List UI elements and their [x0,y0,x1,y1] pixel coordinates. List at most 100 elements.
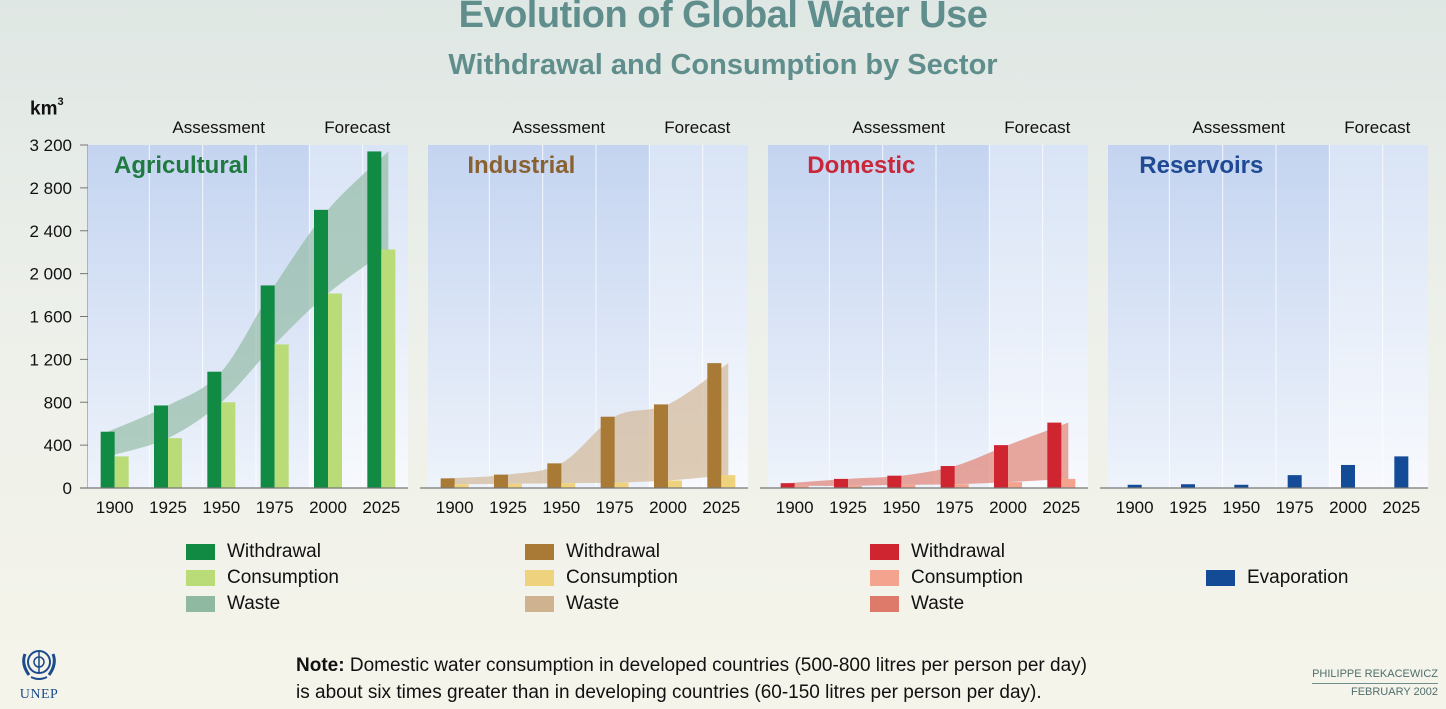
bar-withdrawal [994,445,1008,488]
x-tick-label: 1925 [489,498,527,517]
forecast-period-bg [1329,145,1428,488]
period-label-forecast: Forecast [664,118,730,137]
note-line-1: Domestic water consumption in developed … [349,655,1088,676]
y-tick-label: 400 [44,436,72,455]
period-label-forecast: Forecast [1344,118,1410,137]
x-tick-label: 1925 [1169,498,1207,517]
x-tick-label: 2025 [1042,498,1080,517]
y-tick-label: 1 600 [29,308,72,327]
x-tick-label: 1950 [542,498,580,517]
bar-withdrawal [260,285,275,488]
legend-swatch [525,596,554,612]
y-tick-label: 1 200 [29,350,72,369]
bar-evaporation [1287,475,1302,488]
legend-label: Waste [911,593,965,614]
y-tick-label: 0 [63,479,72,498]
bar-withdrawal [600,416,615,488]
period-label-forecast: Forecast [324,118,390,137]
bar-consumption [168,438,182,488]
legend-label: Evaporation [1247,567,1349,588]
credit-date: FEBRUARY 2002 [1350,686,1438,698]
bar-withdrawal [367,151,382,488]
legend-label: Waste [566,593,620,614]
bar-evaporation [1181,484,1195,488]
bar-consumption [721,475,736,488]
unep-logo-text: UNEP [19,687,59,702]
bar-withdrawal [207,371,222,488]
legend-label: Consumption [566,567,678,588]
credit: PHILIPPE REKACEWICZ FEBRUARY 2002 [1312,666,1438,700]
x-tick-label: 1975 [256,498,294,517]
legend-swatch [186,544,215,560]
bar-withdrawal [440,478,455,488]
x-tick-label: 2000 [989,498,1027,517]
x-tick-label: 1925 [149,498,187,517]
x-tick-label: 1950 [202,498,240,517]
x-tick-label: 2025 [702,498,740,517]
x-tick-label: 2025 [362,498,400,517]
bar-withdrawal [834,478,848,488]
bar-withdrawal [494,474,508,488]
y-tick-label: 800 [44,393,72,412]
bar-withdrawal [154,405,168,488]
period-label-assessment: Assessment [852,118,945,137]
credit-author: PHILIPPE REKACEWICZ [1312,666,1438,684]
page-subtitle: Withdrawal and Consumption by Sector [448,49,998,81]
x-tick-label: 1900 [1116,498,1154,517]
legend-swatch [525,570,554,586]
legend-label: Consumption [227,567,339,588]
period-label-assessment: Assessment [172,118,265,137]
bar-withdrawal [314,209,328,488]
legend-label: Consumption [911,567,1023,588]
bar-consumption [901,484,916,488]
bar-withdrawal [707,363,722,488]
legend-swatch [525,544,554,560]
x-tick-label: 2000 [309,498,347,517]
bar-evaporation [1234,484,1249,488]
bar-consumption [274,344,289,488]
legend-label: Withdrawal [911,541,1005,562]
x-tick-label: 1975 [1276,498,1314,517]
assessment-period-bg [1108,145,1330,488]
bar-consumption [848,485,862,488]
legend-swatch [870,544,899,560]
panel-title: Industrial [467,152,575,179]
period-label-assessment: Assessment [1192,118,1285,137]
bar-withdrawal [940,466,955,488]
x-tick-label: 2000 [649,498,687,517]
bar-evaporation [1341,464,1355,488]
legend-swatch [186,596,215,612]
bar-consumption [614,482,629,488]
legend-label: Withdrawal [227,541,321,562]
bar-consumption [454,484,469,488]
page-title: Evolution of Global Water Use [458,0,988,36]
assessment-period-bg [768,145,990,488]
bar-consumption [381,249,396,488]
bar-consumption [328,293,342,488]
x-tick-label: 1900 [96,498,134,517]
x-tick-label: 1900 [436,498,474,517]
water-use-chart: 0 400 800 1 200 1 600 2 000 2 400 2 800 3 200 Ass… [29,118,1428,517]
legend-swatch [1206,570,1235,586]
y-tick-label: 3 200 [29,136,72,155]
bar-withdrawal [100,431,115,488]
note-label: Note: [296,655,345,676]
y-unit-label: km3 [30,96,64,120]
unep-logo: UNEP [14,644,64,703]
bar-consumption [221,402,236,488]
legend-swatch [870,596,899,612]
legend-swatch [186,570,215,586]
legend-label: Waste [227,593,281,614]
bar-consumption [114,456,129,488]
x-tick-label: 1975 [596,498,634,517]
bar-withdrawal [1047,422,1062,488]
period-label-assessment: Assessment [512,118,605,137]
bar-consumption [954,484,969,488]
x-tick-label: 1950 [882,498,920,517]
un-emblem-icon [22,650,56,680]
forecast-period-bg [989,145,1088,488]
bar-consumption [794,485,809,488]
bar-consumption [668,480,682,488]
panel-title: Agricultural [114,152,249,179]
legend-label: Withdrawal [566,541,660,562]
